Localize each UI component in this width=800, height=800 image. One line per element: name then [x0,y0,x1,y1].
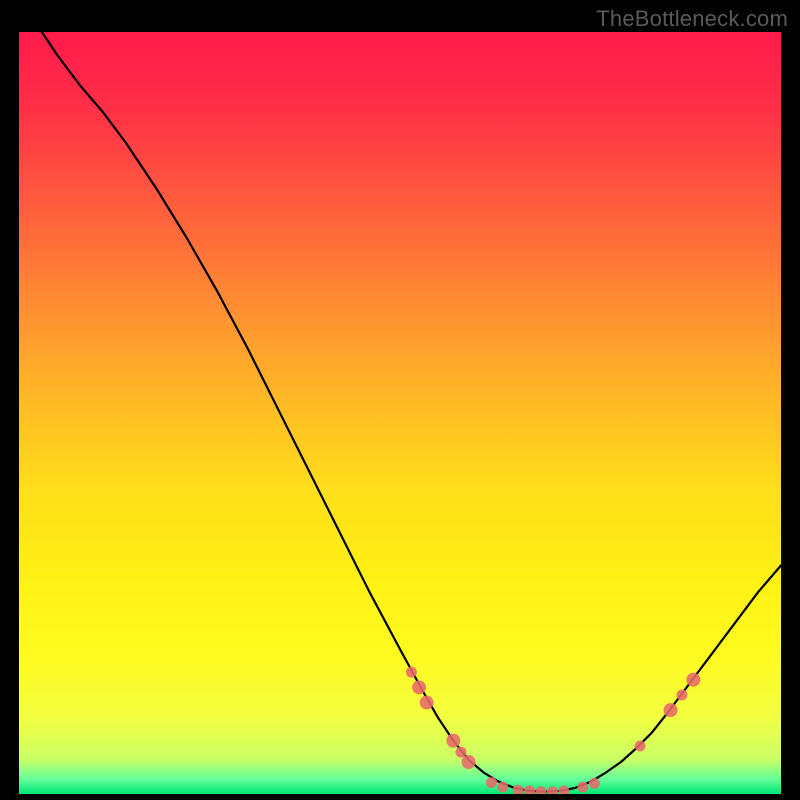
bottleneck-curve-plot [19,32,781,794]
marker-point [446,734,460,748]
plot-background [19,32,781,794]
marker-point [412,680,426,694]
marker-point [676,689,687,700]
marker-point [577,782,588,793]
marker-point [635,740,646,751]
marker-point [486,777,497,788]
marker-point [462,755,476,769]
marker-point [406,667,417,678]
marker-point [455,747,466,758]
marker-point [589,778,600,789]
marker-point [664,703,678,717]
marker-point [497,782,508,793]
plot-svg [19,32,781,794]
watermark-text: TheBottleneck.com [596,6,788,32]
chart-container: TheBottleneck.com [0,0,800,800]
marker-point [420,696,434,710]
marker-point [686,673,700,687]
